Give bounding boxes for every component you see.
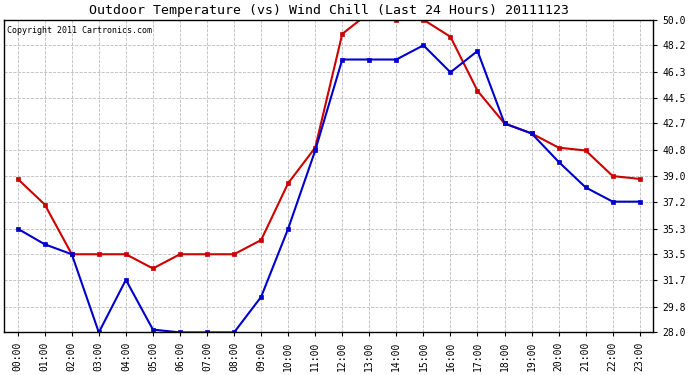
Text: Copyright 2011 Cartronics.com: Copyright 2011 Cartronics.com <box>8 26 152 35</box>
Title: Outdoor Temperature (vs) Wind Chill (Last 24 Hours) 20111123: Outdoor Temperature (vs) Wind Chill (Las… <box>89 4 569 17</box>
